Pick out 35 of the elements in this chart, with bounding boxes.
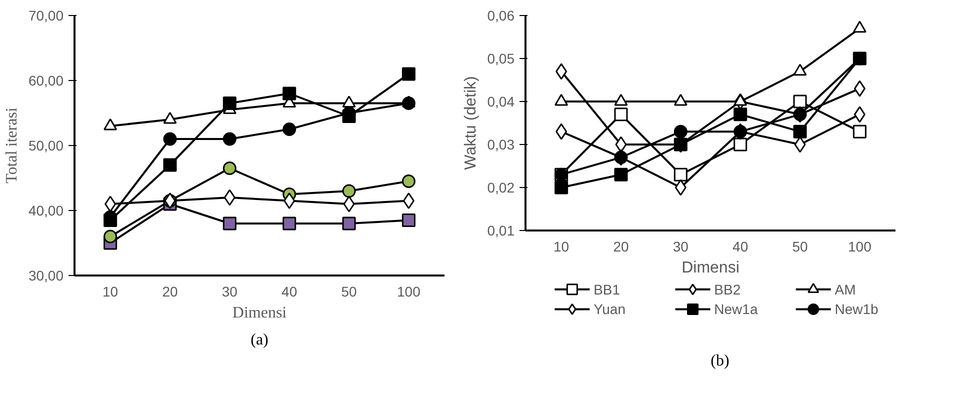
y-tick-label: 0,01 — [487, 222, 515, 238]
legend-label: AM — [834, 281, 856, 298]
y-tick-label: 0,04 — [487, 94, 515, 110]
y-axis-title: Total iterasi — [3, 107, 20, 184]
x-tick-label: 10 — [102, 284, 118, 300]
x-axis-title: Dimensi — [232, 304, 288, 322]
y-tick-label: 60,00 — [28, 72, 64, 88]
x-tick-label: 40 — [732, 238, 748, 254]
x-tick-label: 50 — [341, 284, 358, 300]
legend-label: BB2 — [714, 281, 741, 298]
y-tick-label: 30,00 — [28, 268, 64, 284]
x-tick-label: 50 — [792, 238, 808, 254]
y-tick-label: 0,03 — [487, 136, 515, 152]
text: (b) — [710, 352, 730, 370]
x-tick-label: 100 — [848, 238, 872, 254]
y-tick-label: 70,00 — [28, 8, 64, 24]
text: (a) — [250, 332, 268, 348]
x-tick-label: 100 — [397, 284, 421, 300]
x-axis-title: Dimensi — [682, 260, 740, 276]
y-tick-label: 0,06 — [487, 8, 515, 24]
y-axis-title: Waktu (detik) — [462, 76, 480, 170]
y-tick-label: 0,05 — [487, 50, 515, 66]
x-tick-label: 20 — [162, 284, 178, 300]
legend-label: BB1 — [594, 281, 620, 298]
x-tick-label: 30 — [672, 238, 689, 254]
y-tick-label: 0,02 — [487, 180, 515, 196]
y-tick-label: 40,00 — [28, 202, 64, 218]
legend-label: Yuan — [594, 301, 626, 318]
x-tick-label: 30 — [222, 284, 238, 300]
x-tick-label: 10 — [554, 238, 570, 254]
x-tick-label: 20 — [613, 238, 629, 254]
x-tick-label: 40 — [282, 284, 298, 300]
y-tick-label: 50,00 — [28, 138, 64, 154]
legend-label: New1b — [834, 301, 879, 318]
legend-label: New1a — [714, 301, 758, 318]
